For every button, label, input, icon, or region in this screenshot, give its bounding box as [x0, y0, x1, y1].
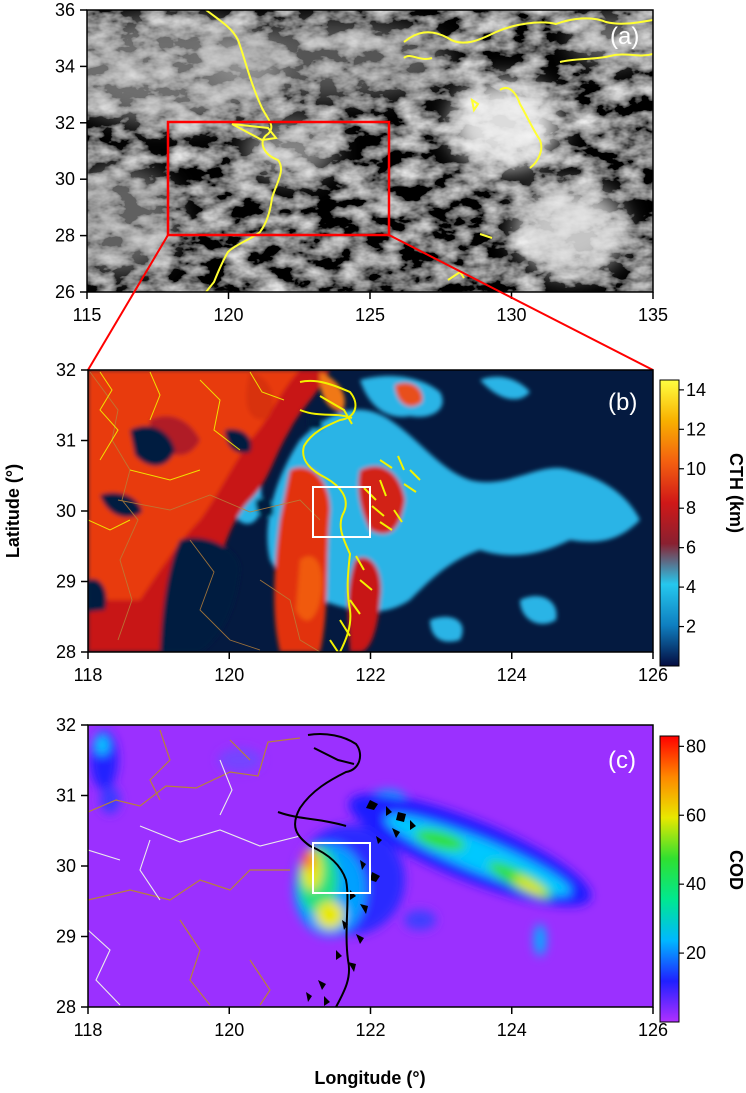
panel-a: (a) 115 120 125 130 135 26 28 30 32 34 36 [55, 0, 668, 325]
zoom-connector-left [87, 234, 169, 371]
x-tick-label: 122 [355, 665, 385, 685]
coastline-c [277, 733, 362, 1007]
clear-holes [88, 416, 323, 652]
colorbar-tick-label: 14 [686, 380, 706, 400]
target-box-c [312, 842, 371, 894]
cod-colorbar-label: COD [726, 850, 746, 890]
x-tick-label: 118 [74, 1020, 103, 1040]
colorbar-tick-label: 80 [686, 736, 706, 756]
y-tick-label: 31 [56, 786, 76, 806]
colorbar-tick-label: 10 [686, 459, 706, 479]
zoom-box [166, 120, 391, 237]
target-box-b [312, 486, 371, 538]
x-axis-label: Longitude (°) [314, 1068, 425, 1088]
zoom-connector-right [388, 234, 654, 371]
y-axis-label: Latitude (°) [3, 464, 23, 558]
y-tick-label: 28 [56, 642, 76, 662]
islands-c [306, 800, 416, 1006]
y-tick-label: 26 [55, 282, 75, 302]
x-tick-label: 130 [496, 305, 526, 325]
colorbar-tick-label: 60 [686, 805, 706, 825]
cloud-bands [87, 15, 650, 275]
x-tick-label: 115 [73, 305, 102, 325]
colorbar-tick-label: 20 [686, 943, 706, 963]
panel-b-tag: (b) [608, 389, 637, 416]
y-tick-label: 28 [56, 997, 76, 1017]
colorbar-tick-label: 6 [686, 538, 696, 558]
x-tick-label: 118 [74, 665, 103, 685]
coastline-a [205, 10, 653, 292]
county-borders-b [88, 371, 285, 531]
colorbar-tick-label: 8 [686, 498, 696, 518]
x-tick-label: 120 [213, 305, 243, 325]
y-tick-label: 29 [56, 927, 76, 947]
cth-colorbar-label: CTH (km) [726, 453, 746, 533]
y-tick-label: 36 [55, 0, 75, 20]
x-tick-label: 124 [497, 1020, 527, 1040]
y-tick-label: 32 [56, 360, 76, 380]
y-tick-label: 32 [55, 113, 75, 133]
x-tick-label: 120 [214, 1020, 244, 1040]
panel-b-x-axis: 118 120 122 124 126 [74, 652, 668, 685]
province-borders-c [88, 729, 301, 1006]
panel-a-x-axis: 115 120 125 130 135 [73, 292, 668, 325]
y-tick-label: 32 [56, 715, 76, 735]
panel-b-y-axis: 28 29 30 31 32 [56, 360, 88, 662]
y-tick-label: 30 [55, 169, 75, 189]
cod-map [88, 725, 653, 1007]
county-borders-c [88, 759, 301, 1006]
x-tick-label: 125 [355, 305, 385, 325]
cod-colorbar: 20 40 60 80 COD [659, 735, 746, 1023]
y-tick-label: 34 [55, 56, 75, 76]
panel-c-tag: (c) [608, 747, 636, 774]
y-tick-label: 29 [56, 572, 76, 592]
panel-c: (c) 118 120 122 124 126 28 29 30 31 32 Longitude… [56, 715, 746, 1088]
y-tick-label: 30 [56, 856, 76, 876]
colorbar-tick-label: 12 [686, 419, 706, 439]
cth-colorbar: 2 4 6 8 10 12 14 CTH (km) [659, 379, 746, 667]
colorbar-tick-label: 4 [686, 577, 696, 597]
panel-a-tag: (a) [610, 23, 639, 50]
x-tick-label: 124 [497, 665, 527, 685]
cth-map [88, 370, 653, 652]
y-tick-label: 28 [55, 226, 75, 246]
x-tick-label: 126 [638, 1020, 668, 1040]
colorbar-tick-label: 2 [686, 617, 696, 637]
province-borders-b [89, 371, 321, 652]
colorbar-tick-label: 40 [686, 874, 706, 894]
x-tick-label: 122 [355, 1020, 385, 1040]
y-tick-label: 30 [56, 501, 76, 521]
satellite-image [87, 10, 653, 292]
x-tick-label: 120 [214, 665, 244, 685]
y-tick-label: 31 [56, 431, 76, 451]
panel-c-x-axis: 118 120 122 124 126 [74, 1007, 668, 1040]
panel-a-y-axis: 26 28 30 32 34 36 [55, 0, 87, 302]
panel-c-y-axis: 28 29 30 31 32 [56, 715, 88, 1017]
x-tick-label: 135 [638, 305, 668, 325]
x-tick-label: 126 [638, 665, 668, 685]
